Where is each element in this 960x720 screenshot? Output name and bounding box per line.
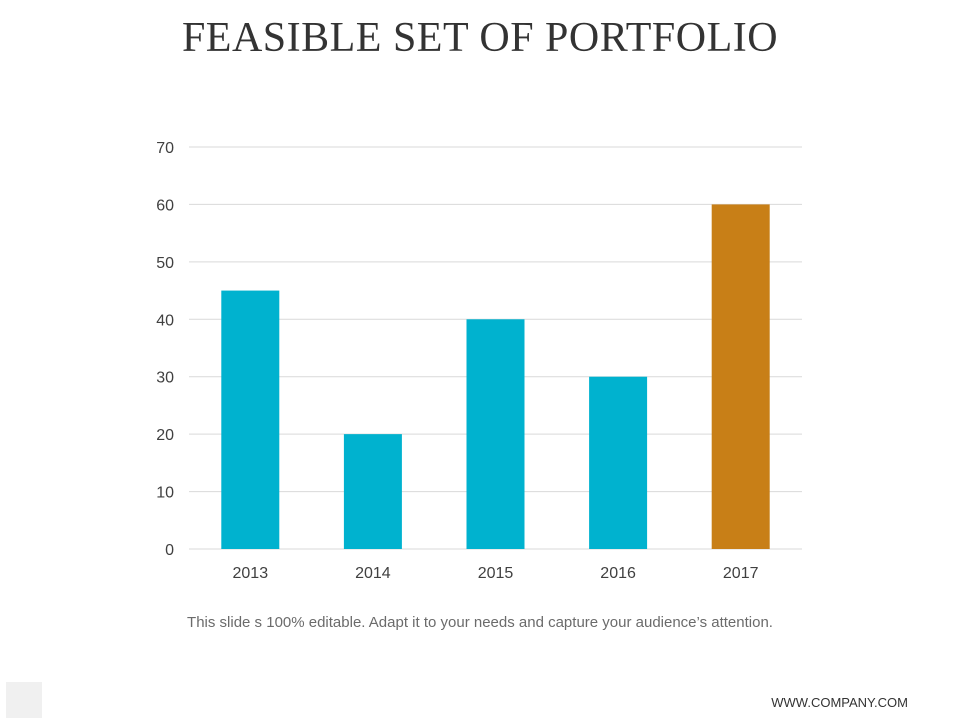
bar-2013 bbox=[221, 290, 280, 549]
y-tick-label-70: 70 bbox=[156, 140, 174, 157]
y-tick-label-50: 50 bbox=[156, 255, 174, 272]
x-tick-label-2017: 2017 bbox=[723, 565, 759, 582]
x-tick-label-2014: 2014 bbox=[355, 565, 391, 582]
bar-2014 bbox=[343, 434, 402, 549]
bar-2015 bbox=[466, 319, 525, 549]
bar-chart: 0 10 20 30 40 50 60 70 2013 2014 2015 2016 2017 bbox=[156, 140, 802, 582]
bar-2016 bbox=[589, 376, 648, 549]
bar-2017 bbox=[711, 204, 770, 549]
y-tick-label-60: 60 bbox=[156, 197, 174, 214]
x-tick-label-2016: 2016 bbox=[600, 565, 636, 582]
y-tick-label-0: 0 bbox=[165, 542, 174, 559]
slide-number-box bbox=[6, 682, 42, 718]
footer-url: WWW.COMPANY.COM bbox=[771, 695, 908, 710]
y-tick-label-30: 30 bbox=[156, 370, 174, 387]
x-tick-label-2013: 2013 bbox=[233, 565, 269, 582]
y-tick-label-10: 10 bbox=[156, 485, 174, 502]
y-tick-label-40: 40 bbox=[156, 312, 174, 329]
x-tick-label-2015: 2015 bbox=[478, 565, 514, 582]
slide-caption: This slide s 100% editable. Adapt it to … bbox=[187, 614, 773, 631]
y-tick-label-20: 20 bbox=[156, 427, 174, 444]
slide-title: FEASIBLE SET OF PORTFOLIO bbox=[181, 15, 779, 61]
